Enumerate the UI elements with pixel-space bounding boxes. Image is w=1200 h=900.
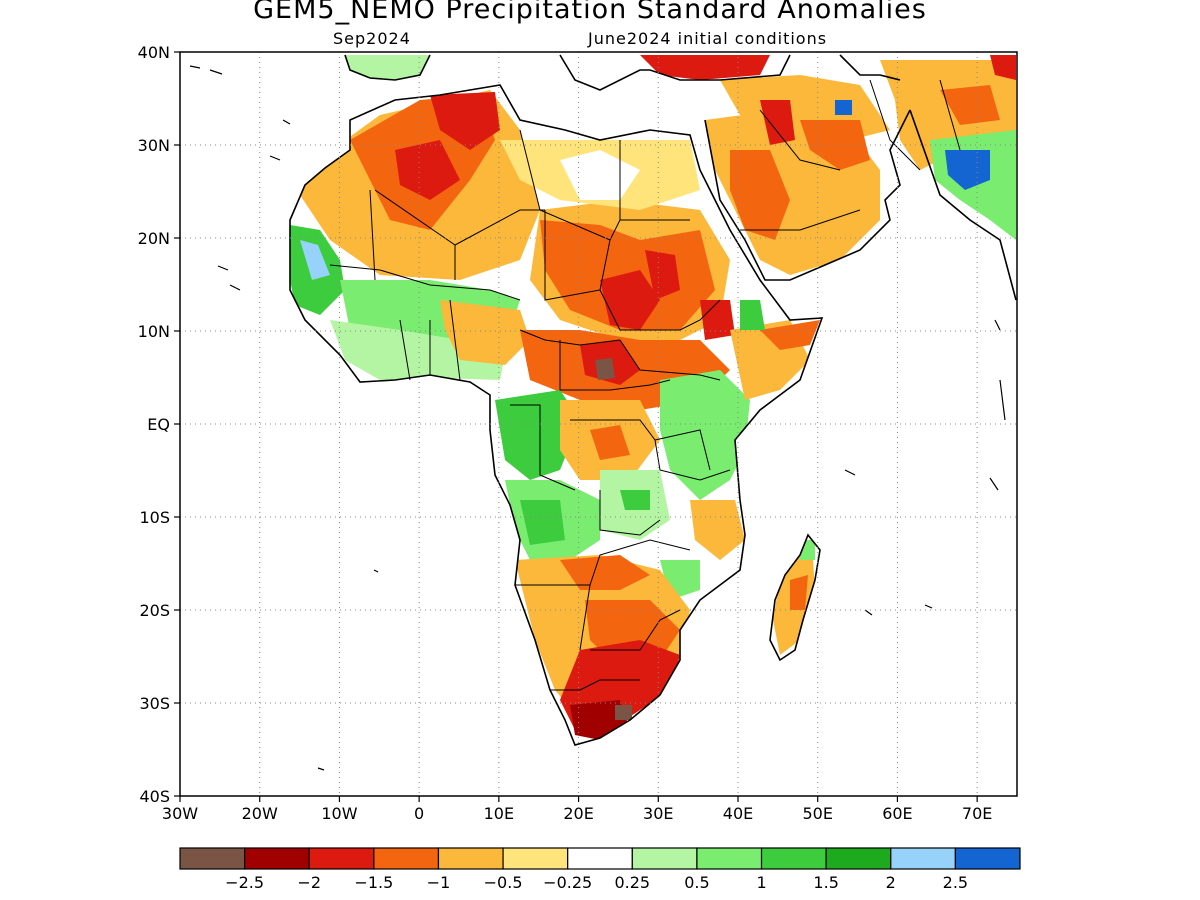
colorbar-swatch: [437, 847, 504, 870]
colorbar-label: 2: [886, 873, 896, 892]
lat-tick-label: 30S: [139, 694, 170, 713]
colorbar-swatch: [760, 847, 827, 870]
colorbar-swatch: [502, 847, 569, 870]
region-guinea-coast: [330, 320, 510, 380]
colorbar-label: −1.5: [354, 873, 393, 892]
region-east-africa-wet: [660, 370, 750, 500]
lon-tick-label: 10E: [484, 804, 514, 823]
colorbar-label: 2.5: [943, 873, 968, 892]
colorbar-label: 0.5: [684, 873, 709, 892]
colorbar-swatch: [631, 847, 698, 870]
colorbar-label: 0.25: [614, 873, 650, 892]
colorbar-label: −0.5: [484, 873, 523, 892]
lon-tick-label: 50E: [802, 804, 832, 823]
lon-tick-label: 0: [414, 804, 424, 823]
colorbar-swatch: [954, 847, 1021, 870]
lon-tick-label: 10W: [321, 804, 357, 823]
colorbar-label: −2: [297, 873, 321, 892]
country-borders: [329, 79, 961, 691]
longitude-axis: 30W 20W 10W 0 10E 20E 30E 40E 50E 60E 70E: [162, 796, 992, 823]
initial-conditions-label: June2024 initial conditions: [588, 29, 828, 48]
colorbar-label: 1.5: [813, 873, 838, 892]
colorbar-label: −1: [427, 873, 451, 892]
lon-tick-label: 30E: [643, 804, 673, 823]
islands: [189, 65, 1006, 771]
lon-tick-label: 20W: [242, 804, 278, 823]
lat-tick-label: 20N: [138, 229, 170, 248]
colorbar-swatch: [696, 847, 763, 870]
lat-tick-label: 40S: [139, 787, 170, 806]
lat-tick-label: EQ: [147, 415, 170, 434]
colorbar-swatch: [244, 847, 310, 870]
colorbar-label: 1: [756, 873, 766, 892]
colorbar-swatch: [308, 847, 375, 870]
coastlines: [289, 54, 1017, 746]
colorbar-swatch: [567, 847, 633, 870]
lon-tick-label: 70E: [962, 804, 992, 823]
lon-tick-label: 20E: [563, 804, 593, 823]
lat-tick-label: 40N: [138, 43, 170, 62]
colorbar-swatch: [373, 847, 440, 870]
lat-tick-label: 30N: [138, 136, 170, 155]
colorbar-swatch: [825, 847, 892, 870]
lon-tick-label: 60E: [882, 804, 912, 823]
lon-tick-label: 30W: [162, 804, 198, 823]
lat-tick-label: 20S: [139, 601, 170, 620]
lon-tick-label: 40E: [723, 804, 753, 823]
map-title: GEM5_NEMO Precipitation Standard Anomali…: [253, 0, 927, 25]
lat-tick-label: 10S: [139, 508, 170, 527]
forecast-month: Sep2024: [333, 29, 411, 48]
region-congo-wet: [495, 390, 580, 480]
colorbar-swatch: [179, 847, 246, 870]
colorbar-label: −2.5: [225, 873, 264, 892]
latitude-axis: 40N 30N 20N 10N EQ 10S 20S 30S 40S: [138, 43, 180, 806]
region-pakistan-wet: [945, 150, 990, 190]
colorbar-swatch: [890, 847, 956, 870]
colorbar-label: −0.25: [543, 873, 592, 892]
lat-tick-label: 10N: [138, 322, 170, 341]
